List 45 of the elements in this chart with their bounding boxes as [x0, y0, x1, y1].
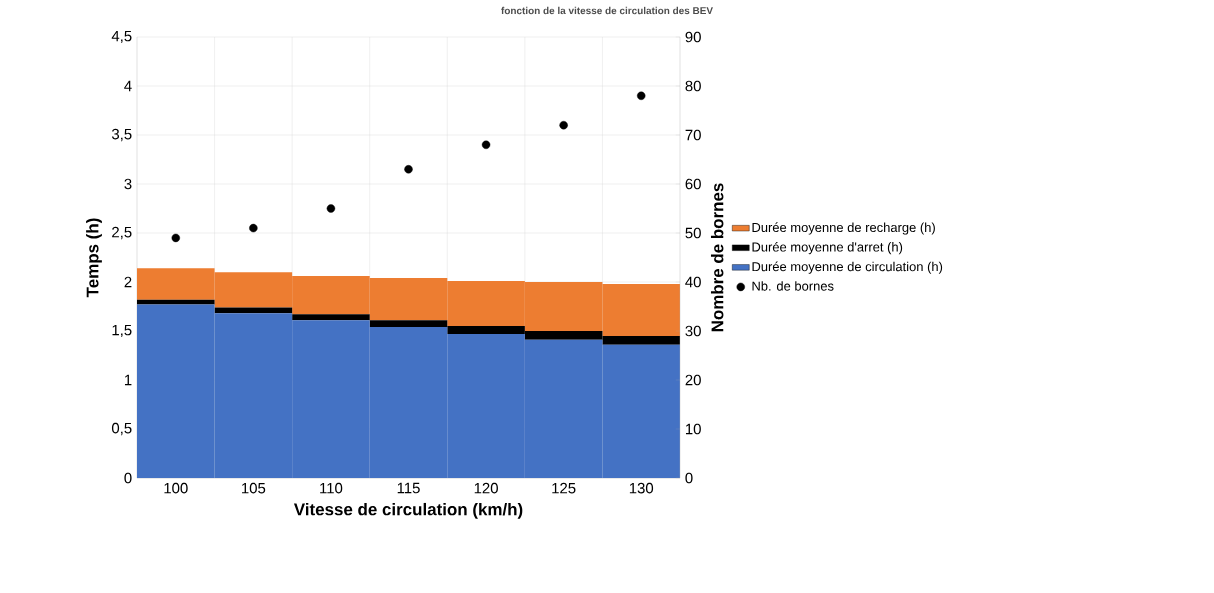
y2-tick-label: 10	[685, 423, 701, 435]
x-tick-label: 130	[629, 482, 654, 494]
y2-tick-label: 50	[685, 227, 701, 239]
legend-label: Durée moyenne d'arret (h)	[752, 241, 903, 255]
y2-tick-label: 40	[685, 276, 701, 288]
x-axis-title: Vitesse de circulation (km/h)	[293, 502, 523, 519]
point	[326, 204, 336, 213]
x-tick-label: 105	[242, 482, 266, 494]
y-tick-label: 4	[124, 80, 132, 92]
point	[404, 165, 413, 174]
y-tick-label: 1,5	[112, 324, 132, 338]
x-tick-label: 115	[397, 482, 420, 494]
y-tick-label: 3,5	[111, 128, 132, 142]
y2-tick-label: 70	[685, 129, 701, 141]
y-axis-title: Temps (h)	[86, 218, 102, 298]
point	[171, 233, 180, 243]
x-tick-label: 100	[164, 482, 188, 494]
y2-tick-label: 90	[685, 31, 701, 43]
point	[249, 223, 258, 233]
x-tick-label: 125	[552, 482, 576, 494]
chart-title: fonction de la vitesse de circulation des BEV	[501, 6, 713, 15]
y2-axis-title: Nombre de bornes	[710, 183, 724, 332]
y2-tick-label: 20	[685, 374, 701, 386]
point	[559, 121, 568, 130]
y2-tick-label: 30	[685, 325, 701, 337]
y-tick-label: 0,5	[111, 422, 132, 436]
y-tick-label: 2	[124, 276, 132, 288]
legend-label: Durée moyenne de recharge (h)	[752, 222, 935, 235]
y2-tick-label: 60	[685, 178, 701, 190]
y2-tick-label: 80	[685, 80, 701, 92]
y-tick-label: 3	[124, 178, 132, 190]
x-tick-label: 110	[320, 482, 343, 494]
y2-tick-label: 0	[685, 472, 693, 484]
bar	[137, 299, 215, 305]
y-tick-label: 4,5	[111, 30, 132, 44]
bar	[214, 307, 293, 314]
bar	[292, 314, 370, 321]
point	[481, 140, 491, 149]
legend-label: Nb. de bornes	[752, 281, 834, 291]
point	[637, 91, 646, 100]
y-tick-label: 2,5	[112, 226, 132, 240]
legend-label: Durée moyenne de circulation (h)	[752, 261, 943, 274]
x-tick-label: 120	[474, 482, 498, 494]
y-tick-label: 0	[124, 472, 132, 484]
y-tick-label: 1	[124, 374, 132, 386]
